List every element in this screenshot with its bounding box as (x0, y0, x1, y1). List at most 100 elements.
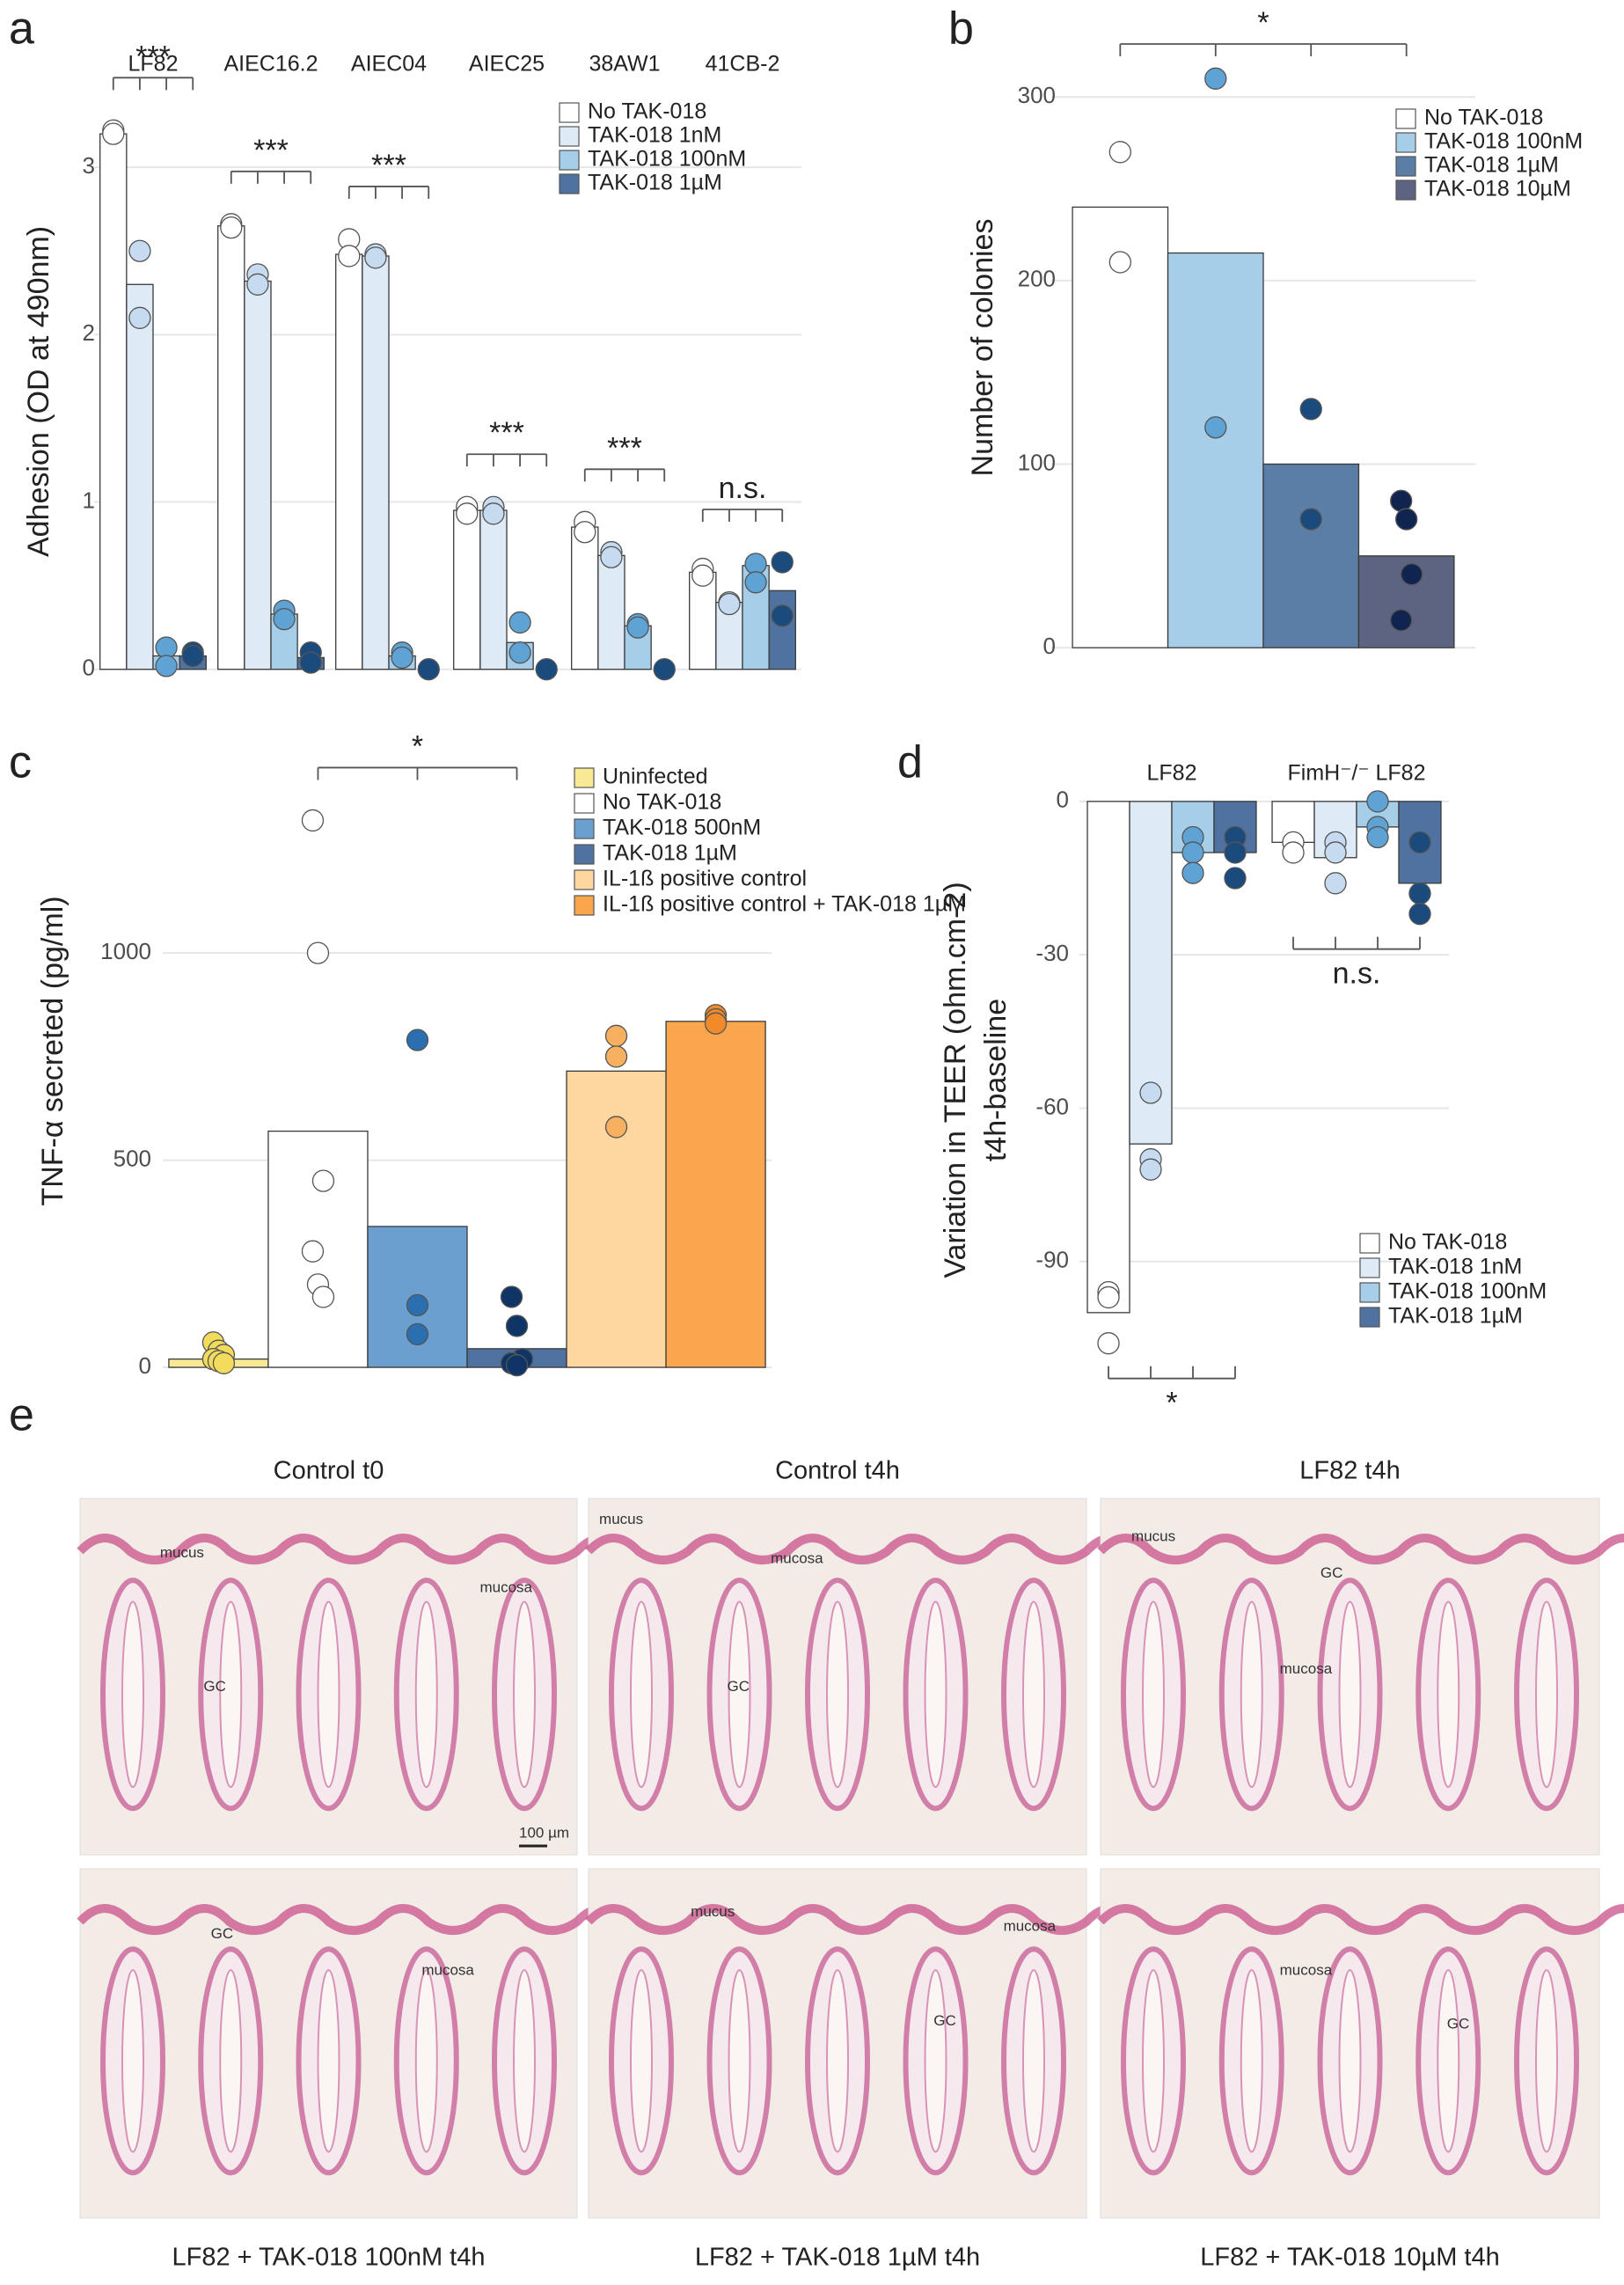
crypt-lumen (630, 1600, 653, 1789)
image-annotation: GC (211, 1925, 234, 1942)
legend-label: TAK-018 1nM (1388, 1255, 1522, 1279)
legend-key (1359, 1233, 1380, 1254)
y-axis-title: TNF-α secreted (pg/ml) (36, 896, 69, 1205)
bar (244, 280, 272, 670)
legend-label: TAK-018 1µM (1424, 153, 1559, 178)
data-point (600, 546, 623, 568)
category-label: LF82 (1147, 761, 1197, 786)
image-annotation: GC (728, 1678, 750, 1695)
data-point (1181, 841, 1204, 864)
y-axis-title: Variation in TEER (ohm.cm-2) (939, 882, 972, 1278)
image-caption: LF82 + TAK-018 10µM t4h (1200, 2244, 1499, 2272)
crypt-lumen (1535, 1969, 1558, 2153)
data-point (691, 564, 714, 587)
data-point (181, 644, 204, 668)
panel-letter: c (9, 737, 32, 788)
data-point (604, 1116, 628, 1139)
legend-key (1359, 1282, 1380, 1303)
legend-key (574, 793, 595, 814)
significance-label: * (1166, 1387, 1177, 1420)
mucosa-edge (77, 1904, 631, 1935)
legend-key (559, 126, 580, 147)
mucosa-edge (77, 1534, 631, 1564)
chart-panel: b 0 100 200 300 Number of colonies * No TAK-018… (948, 4, 1583, 659)
data-point (771, 551, 794, 574)
legend-key (1395, 156, 1416, 177)
data-point (535, 658, 558, 681)
crypt-lumen (513, 1969, 536, 2153)
data-point (1395, 508, 1418, 531)
legend-key (1359, 1307, 1380, 1328)
data-point (505, 1315, 529, 1337)
legend-label: TAK-018 500nM (603, 816, 761, 840)
image-annotation: mucus (599, 1511, 643, 1527)
legend-label: TAK-018 10µM (1424, 177, 1571, 201)
data-point (1097, 1285, 1120, 1309)
y-tick-label: 300 (1018, 82, 1056, 108)
crypt-lumen (924, 1600, 947, 1789)
significance-label: n.s. (1333, 957, 1381, 991)
data-point (653, 658, 676, 681)
data-point (1390, 489, 1413, 512)
y-tick-label: -60 (1035, 1093, 1069, 1119)
y-axis-title: Adhesion (OD at 490nm) (22, 226, 55, 557)
crypt-lumen (1022, 1969, 1045, 2153)
crypt-lumen (924, 1969, 947, 2153)
crypt-lumen (219, 1600, 243, 1789)
image-annotation: GC (1447, 2015, 1470, 2032)
data-point (1366, 825, 1389, 849)
crypt-lumen (826, 1969, 849, 2153)
data-point (482, 502, 505, 525)
bar (597, 554, 625, 670)
image-annotation: mucus (160, 1544, 204, 1561)
data-point (508, 611, 531, 634)
data-point (626, 616, 649, 639)
data-point (1408, 903, 1431, 926)
image-caption: LF82 + TAK-018 100nM t4h (172, 2244, 485, 2272)
crypt-lumen (513, 1600, 536, 1789)
image-annotation: mucosa (1280, 1961, 1333, 1978)
crypt-lumen (1022, 1600, 1045, 1789)
y-tick-label: 2 (83, 319, 95, 346)
chart-panel: c 0 500 1000 TNF-α secreted (pg/ml) * Uninfect… (9, 729, 966, 1378)
image-annotation: GC (1320, 1564, 1343, 1581)
y-tick-label: 0 (1043, 633, 1056, 659)
image-caption: LF82 t4h (1299, 1457, 1400, 1485)
data-point (1204, 416, 1227, 439)
mucosa-edge (1097, 1904, 1624, 1935)
image-annotation: mucosa (479, 1579, 532, 1596)
significance-label: *** (253, 134, 289, 167)
data-point (220, 216, 243, 239)
data-point (128, 239, 151, 262)
y-tick-label: 1000 (100, 938, 151, 964)
image-annotation: mucus (1131, 1528, 1175, 1545)
legend-label: TAK-018 1µM (588, 171, 722, 195)
crypt-lumen (1437, 1600, 1460, 1789)
data-point (505, 1354, 529, 1377)
data-point (155, 655, 178, 677)
data-point (102, 122, 125, 145)
category-label: 41CB-2 (706, 52, 780, 77)
significance-label: * (1257, 6, 1269, 40)
y-tick-label: 1 (83, 487, 95, 513)
significance-label: *** (489, 416, 524, 450)
histology-image: mucus mucosa GC (585, 1498, 1140, 1856)
bar (665, 1021, 766, 1368)
y-axis-title: Number of colonies (966, 219, 999, 477)
data-point (1139, 1081, 1162, 1104)
category-label: AIEC16.2 (223, 52, 318, 77)
bar (99, 133, 128, 670)
category-label: 38AW1 (589, 52, 660, 77)
bar (1072, 206, 1169, 648)
mucosa-edge (585, 1904, 1140, 1935)
bar (453, 509, 481, 670)
data-point (212, 1351, 236, 1374)
histology-image: GC mucosa (77, 1868, 631, 2219)
data-point (508, 641, 531, 664)
legend-key (559, 102, 580, 123)
data-point (604, 1045, 628, 1068)
data-point (1224, 841, 1247, 864)
chart-panel: a 0 1 2 3 Adhesion (OD at 490nm) LF82 AIEC16.2 A… (9, 4, 801, 681)
data-point (301, 1240, 325, 1263)
crypt-lumen (121, 1969, 144, 2153)
